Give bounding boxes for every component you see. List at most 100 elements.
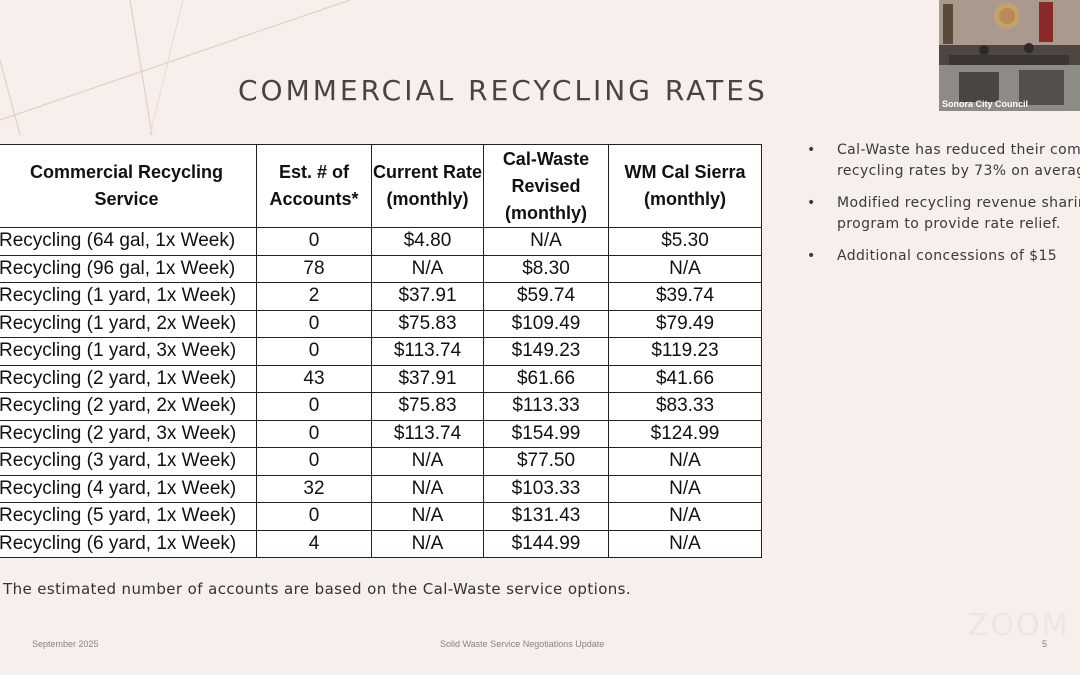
cell-cal-waste: $61.66 [483,364,609,393]
bullet-list: • Cal-Waste has reduced their commercial… [807,140,1080,278]
bullet-text: Additional concessions of $15 [837,248,1058,264]
cell-cal-waste: $149.23 [483,337,609,366]
table-row: Recycling (2 yard, 3x Week) 0 $113.74 $154.… [0,419,762,448]
cell-current-rate: N/A [371,474,484,503]
cell-cal-waste: $77.50 [483,447,609,476]
cell-cal-waste: $109.49 [483,309,609,338]
service-label: Recycling (6 yard, 1x Week) [0,532,237,554]
table-row: Recycling (5 yard, 1x Week) 0 N/A $131.43 N/… [0,502,762,531]
video-participant-label: Sonora City Council [942,99,1029,109]
column-header-cal-waste: Cal-Waste Revised (monthly) [483,144,609,228]
cell-cal-waste: $131.43 [483,502,609,531]
table-row: Recycling (4 yard, 1x Week) 32 N/A $103.33 N… [0,474,762,503]
cell-service: Recycling (1 yard, 2x Week) [0,309,257,338]
footer-title: Solid Waste Service Negotiations Update [440,639,605,649]
cell-wm-cal-sierra: $124.99 [608,419,762,448]
table-row: Recycling (1 yard, 3x Week) 0 $113.74 $149.… [0,337,762,366]
cell-cal-waste: $144.99 [483,529,609,558]
service-label: Recycling (2 yard, 3x Week) [0,422,237,444]
table-footnote: The estimated number of accounts are bas… [3,580,632,598]
cell-service: Recycling (96 gal, 1x Week) [0,254,257,283]
cell-accounts: 0 [256,309,372,338]
bullet-text: Cal-Waste has reduced their commercial r… [837,142,1080,179]
service-label: Recycling (2 yard, 2x Week) [0,395,237,417]
cell-accounts: 0 [256,227,372,256]
cell-wm-cal-sierra: N/A [608,447,762,476]
bullet-dot-icon: • [807,248,816,264]
table-row: Recycling (1 yard, 2x Week) 0 $75.83 $109.4… [0,309,762,338]
zoom-watermark: ZOOM [968,608,1070,643]
service-label: Recycling (2 yard, 1x Week) [0,367,237,389]
cell-current-rate: $75.83 [371,309,484,338]
bullet-item: • Cal-Waste has reduced their commercial… [807,140,1080,182]
cell-service: Recycling (64 gal, 1x Week) [0,227,257,256]
bullet-dot-icon: • [807,142,816,158]
cell-cal-waste: $8.30 [483,254,609,283]
table-header-row: Commercial Recycling Service Est. # of A… [0,144,762,228]
cell-wm-cal-sierra: $41.66 [608,364,762,393]
cell-wm-cal-sierra: $83.33 [608,392,762,421]
service-label: Recycling (3 yard, 1x Week) [0,450,237,472]
service-label: Recycling (1 yard, 3x Week) [0,340,237,362]
cell-cal-waste: $103.33 [483,474,609,503]
cell-cal-waste: $113.33 [483,392,609,421]
cell-service: Recycling (2 yard, 1x Week) [0,364,257,393]
service-label: Recycling (5 yard, 1x Week) [0,505,237,527]
service-label: Recycling (4 yard, 1x Week) [0,477,237,499]
service-label: Recycling (1 yard, 1x Week) [0,285,237,307]
column-header-service: Commercial Recycling Service [0,144,257,228]
bullet-item: • Modified recycling revenue sharing pro… [807,193,1080,235]
column-header-current-rate: Current Rate (monthly) [371,144,484,228]
cell-service: Recycling (5 yard, 1x Week) [0,502,257,531]
cell-accounts: 0 [256,337,372,366]
cell-accounts: 0 [256,447,372,476]
cell-wm-cal-sierra: $39.74 [608,282,762,311]
cell-wm-cal-sierra: N/A [608,502,762,531]
footer-page-number: 5 [1042,639,1048,649]
cell-service: Recycling (1 yard, 3x Week) [0,337,257,366]
bullet-item: • Additional concessions of $15 [807,246,1080,267]
column-header-wm-cal-sierra: WM Cal Sierra (monthly) [608,144,762,228]
cell-current-rate: $113.74 [371,337,484,366]
cell-service: Recycling (6 yard, 1x Week) [0,529,257,558]
rates-table: Commercial Recycling Service Est. # of A… [0,144,762,558]
cell-current-rate: N/A [371,529,484,558]
service-label: Recycling (64 gal, 1x Week) [0,230,236,252]
cell-current-rate: N/A [371,447,484,476]
cell-current-rate: $4.80 [371,227,484,256]
cell-wm-cal-sierra: N/A [608,474,762,503]
column-header-accounts: Est. # of Accounts* [256,144,372,228]
cell-current-rate: N/A [371,502,484,531]
cell-current-rate: N/A [371,254,484,283]
cell-cal-waste: $154.99 [483,419,609,448]
participant-video-thumbnail[interactable] [939,0,1080,111]
footer-date: September 2025 [32,639,99,649]
cell-current-rate: $37.91 [371,282,484,311]
cell-accounts: 0 [256,502,372,531]
cell-accounts: 4 [256,529,372,558]
council-chamber-video-icon [939,0,1080,111]
bullet-text: Modified recycling revenue sharing progr… [837,195,1080,232]
cell-service: Recycling (2 yard, 2x Week) [0,392,257,421]
cell-wm-cal-sierra: $5.30 [608,227,762,256]
table-row: Recycling (96 gal, 1x Week) 78 N/A $8.30 N/A [0,254,762,283]
table-row: Recycling (1 yard, 1x Week) 2 $37.91 $59.74… [0,282,762,311]
cell-cal-waste: N/A [483,227,609,256]
cell-wm-cal-sierra: N/A [608,529,762,558]
cell-accounts: 0 [256,392,372,421]
cell-service: Recycling (1 yard, 1x Week) [0,282,257,311]
cell-service: Recycling (2 yard, 3x Week) [0,419,257,448]
table-body: Recycling (64 gal, 1x Week) 0 $4.80 N/A $5.3… [0,227,762,558]
cell-current-rate: $75.83 [371,392,484,421]
cell-accounts: 43 [256,364,372,393]
table-row: Recycling (3 yard, 1x Week) 0 N/A $77.50 N/A [0,447,762,476]
cell-current-rate: $113.74 [371,419,484,448]
table-row: Recycling (6 yard, 1x Week) 4 N/A $144.99 N/… [0,529,762,558]
service-label: Recycling (96 gal, 1x Week) [0,257,236,279]
slide-title: COMMERCIAL RECYCLING RATES [238,74,768,107]
cell-accounts: 78 [256,254,372,283]
cell-accounts: 32 [256,474,372,503]
bullet-dot-icon: • [807,195,816,211]
cell-wm-cal-sierra: N/A [608,254,762,283]
table-row: Recycling (64 gal, 1x Week) 0 $4.80 N/A $5.3… [0,227,762,256]
